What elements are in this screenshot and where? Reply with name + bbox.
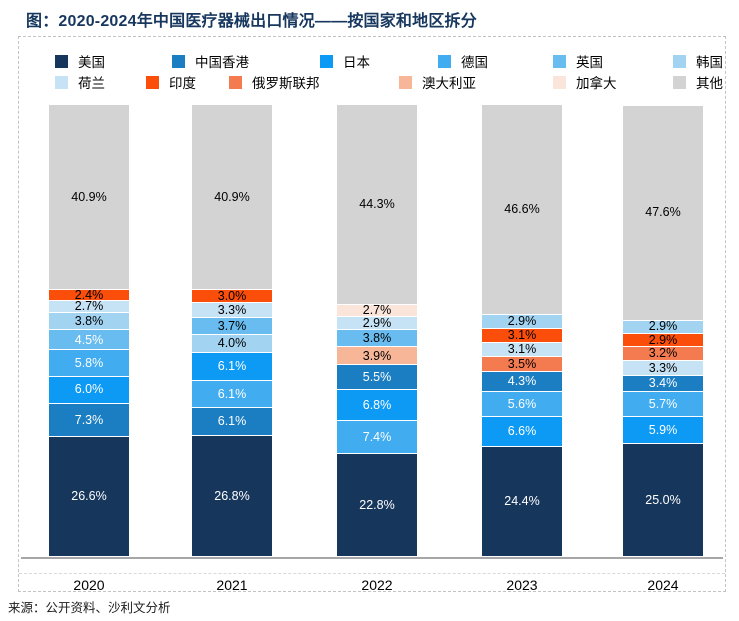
stacked-bar-2024: 25.0% 5.9% 5.7% 3.4% 3.3% 3.2% 2.9% 2.9% 47.6% xyxy=(623,105,703,557)
chart-panel: 美国 中国香港 日本 德国 英国 韩国 荷兰 印度 俄罗斯联邦 澳大利亚 加拿大 其他 26.6% 7.… xyxy=(18,36,727,593)
bar-segment-2021-印度: 3.0% xyxy=(192,290,272,304)
x-axis-line xyxy=(21,557,723,559)
legend-swatch xyxy=(146,75,159,89)
bar-segment-2023-俄罗斯联邦: 3.5% xyxy=(482,356,562,373)
x-axis-label-2023: 2023 xyxy=(506,577,538,593)
legend-swatch xyxy=(673,75,686,89)
bar-segment-2022-其他: 44.3% xyxy=(337,104,417,306)
bar-segment-2020-美国: 26.6% xyxy=(49,436,129,557)
x-axis-label-2020: 2020 xyxy=(73,577,105,593)
bar-segment-2024-德国: 5.7% xyxy=(623,391,703,418)
bar-segment-2021-荷兰: 3.3% xyxy=(192,303,272,319)
bar-segment-2020-英国: 4.5% xyxy=(49,330,129,351)
legend-swatch xyxy=(553,75,566,89)
bar-segment-2022-德国: 7.4% xyxy=(337,420,417,455)
plot-area: 26.6% 7.3% 6.0% 5.8% 4.5% 3.8% 2.7% 2.4% 40.9% 26… xyxy=(19,104,727,557)
stacked-bar-2023: 24.4% 6.6% 5.6% 4.3% 3.5% 3.1% 3.1% 2.9% 46.6% xyxy=(482,105,562,557)
legend-label: 德国 xyxy=(461,55,488,70)
legend-swatch xyxy=(172,54,185,68)
bar-segment-2022-澳大利亚: 3.9% xyxy=(337,347,417,366)
bar-segment-2024-中国香港: 3.4% xyxy=(623,376,703,392)
bar-segment-2023-中国香港: 4.3% xyxy=(482,372,562,392)
legend-label: 中国香港 xyxy=(195,55,249,70)
legend-label: 美国 xyxy=(78,55,105,70)
legend-item: 美国 xyxy=(55,51,105,71)
legend-label: 印度 xyxy=(169,76,196,91)
stacked-bar-2021: 26.8% 6.1% 6.1% 6.1% 4.0% 3.7% 3.3% 3.0% 40.9% xyxy=(192,105,272,557)
legend-label: 俄罗斯联邦 xyxy=(252,76,320,91)
legend-item: 德国 xyxy=(438,51,488,71)
legend-item: 俄罗斯联邦 xyxy=(229,72,320,92)
legend-swatch xyxy=(673,54,686,68)
legend-label: 其他 xyxy=(696,76,723,91)
legend-swatch xyxy=(553,54,566,68)
bar-segment-2022-中国香港: 5.5% xyxy=(337,365,417,390)
bar-segment-2022-英国: 3.8% xyxy=(337,330,417,348)
bar-segment-2022-美国: 22.8% xyxy=(337,454,417,557)
bar-segment-2021-德国: 6.1% xyxy=(192,380,272,409)
bar-segment-2021-英国: 3.7% xyxy=(192,318,272,336)
x-axis-dashed-line xyxy=(19,573,725,574)
legend-label: 韩国 xyxy=(696,55,723,70)
legend-item: 中国香港 xyxy=(172,51,249,71)
bar-segment-2023-荷兰: 3.1% xyxy=(482,343,562,357)
stacked-bar-2022: 22.8% 7.4% 6.8% 5.5% 3.9% 3.8% 2.9% 2.7% 44.3% xyxy=(337,104,417,557)
bar-segment-2023-日本: 6.6% xyxy=(482,417,562,447)
bar-segment-2023-德国: 5.6% xyxy=(482,391,562,418)
bar-segment-2024-日本: 5.9% xyxy=(623,417,703,444)
bar-segment-2020-印度: 2.4% xyxy=(49,288,129,301)
legend-item: 加拿大 xyxy=(553,72,617,92)
x-axis-label-2024: 2024 xyxy=(647,577,679,593)
bar-segment-2024-印度: 2.9% xyxy=(623,333,703,347)
legend-swatch xyxy=(399,75,412,89)
bar-segment-2021-日本: 6.1% xyxy=(192,353,272,381)
bar-segment-2020-其他: 40.9% xyxy=(49,105,129,290)
legend-item: 韩国 xyxy=(673,51,723,71)
legend-swatch xyxy=(55,75,68,89)
bar-segment-2022-加拿大: 2.7% xyxy=(337,304,417,318)
legend-item: 其他 xyxy=(673,72,723,92)
bar-segment-2021-美国: 26.8% xyxy=(192,435,272,557)
bar-segment-2022-荷兰: 2.9% xyxy=(337,317,417,331)
legend-label: 日本 xyxy=(343,55,370,70)
x-axis-label-2022: 2022 xyxy=(361,577,393,593)
bar-segment-2024-韩国: 2.9% xyxy=(623,320,703,334)
bar-segment-2020-日本: 6.0% xyxy=(49,376,129,404)
legend-swatch xyxy=(55,54,68,68)
legend-swatch xyxy=(320,54,333,68)
bar-segment-2024-美国: 25.0% xyxy=(623,444,703,557)
bar-segment-2023-韩国: 2.9% xyxy=(482,315,562,329)
legend-item: 英国 xyxy=(553,51,603,71)
source-note: 来源：公开资料、沙利文分析 xyxy=(8,601,171,615)
legend-item: 荷兰 xyxy=(55,72,105,92)
bar-segment-2020-中国香港: 7.3% xyxy=(49,403,129,437)
legend-swatch xyxy=(438,54,451,68)
legend-label: 荷兰 xyxy=(78,76,105,91)
legend-swatch xyxy=(229,75,242,89)
bar-segment-2020-德国: 5.8% xyxy=(49,350,129,377)
chart-title: 图：2020-2024年中国医疗器械出口情况——按国家和地区拆分 xyxy=(26,13,477,30)
bar-segment-2020-荷兰: 2.7% xyxy=(49,300,129,313)
stacked-bar-2020: 26.6% 7.3% 6.0% 5.8% 4.5% 3.8% 2.7% 2.4% 40.9% xyxy=(49,105,129,557)
bar-segment-2024-荷兰: 3.3% xyxy=(623,361,703,377)
bar-segment-2024-其他: 47.6% xyxy=(623,105,703,321)
bar-segment-2021-中国香港: 6.1% xyxy=(192,408,272,436)
bar-segment-2023-美国: 24.4% xyxy=(482,446,562,557)
bar-segment-2020-韩国: 3.8% xyxy=(49,312,129,331)
x-axis-label-2021: 2021 xyxy=(216,577,248,593)
bar-segment-2024-俄罗斯联邦: 3.2% xyxy=(623,346,703,362)
bar-segment-2023-其他: 46.6% xyxy=(482,105,562,316)
legend-item: 日本 xyxy=(320,51,370,71)
legend-label: 澳大利亚 xyxy=(422,76,476,91)
legend-label: 英国 xyxy=(576,55,603,70)
legend-item: 印度 xyxy=(146,72,196,92)
bar-segment-2023-印度: 3.1% xyxy=(482,329,562,343)
legend-label: 加拿大 xyxy=(576,76,617,91)
bar-segment-2021-韩国: 4.0% xyxy=(192,335,272,354)
bar-segment-2021-其他: 40.9% xyxy=(192,105,272,290)
bar-segment-2022-日本: 6.8% xyxy=(337,389,417,421)
legend-item: 澳大利亚 xyxy=(399,72,476,92)
